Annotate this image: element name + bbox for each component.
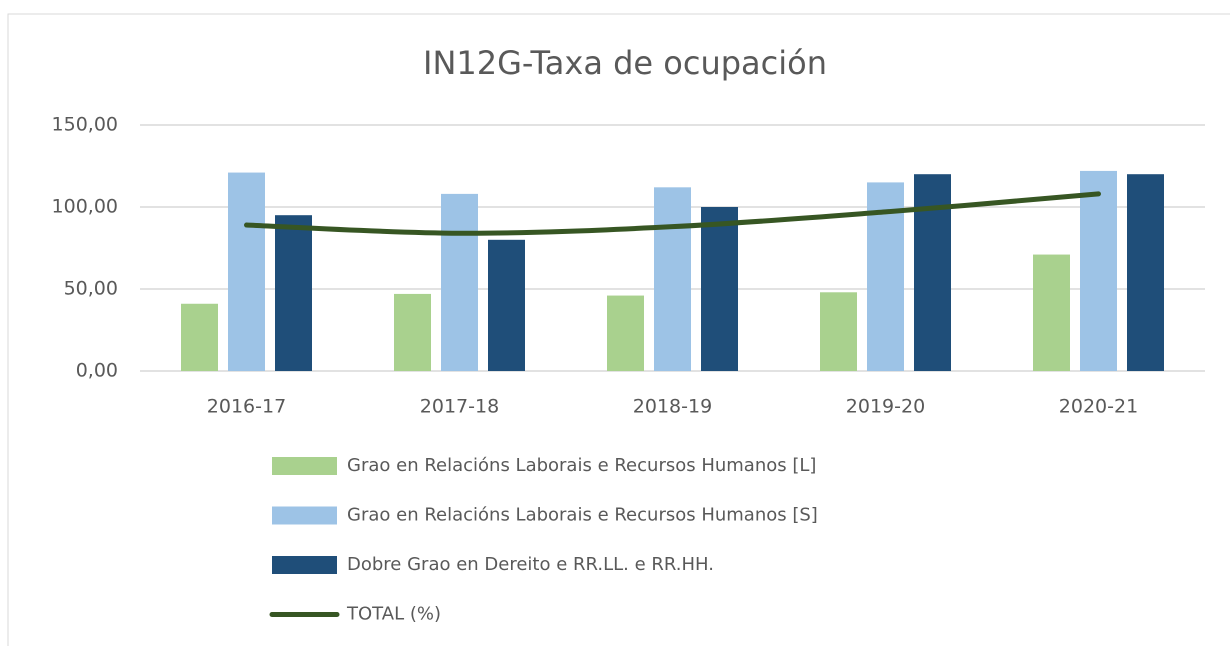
bar xyxy=(488,239,525,371)
legend-swatch xyxy=(272,556,337,574)
bar xyxy=(394,293,431,371)
bar xyxy=(1080,170,1117,371)
x-tick-label: 2018-19 xyxy=(633,396,712,418)
chart-border xyxy=(7,13,1230,646)
legend-swatch xyxy=(272,506,337,525)
bar xyxy=(914,174,951,371)
legend-label: Dobre Grao en Dereito e RR.LL. e RR.HH. xyxy=(347,554,714,575)
legend-label: Grao en Relacións Laborais e Recursos Hu… xyxy=(347,455,816,476)
x-tick-label: 2016-17 xyxy=(207,396,286,418)
legend-label: Grao en Relacións Laborais e Recursos Hu… xyxy=(347,505,818,526)
y-tick-label: 100,00 xyxy=(52,196,118,218)
y-tick-label: 150,00 xyxy=(52,114,118,136)
x-tick-label: 2020-21 xyxy=(1059,396,1138,418)
bar xyxy=(654,187,691,371)
bar xyxy=(607,295,644,371)
bar xyxy=(228,172,265,371)
chart-title: IN12G-Taxa de ocupación xyxy=(423,44,827,82)
bar xyxy=(1127,174,1164,371)
y-tick-label: 0,00 xyxy=(76,360,118,382)
bar xyxy=(441,193,478,371)
bar xyxy=(1033,254,1070,371)
legend-label: TOTAL (%) xyxy=(346,604,441,625)
bar xyxy=(701,207,738,371)
y-tick-label: 50,00 xyxy=(64,278,118,300)
x-tick-label: 2017-18 xyxy=(420,396,499,418)
x-tick-label: 2019-20 xyxy=(846,396,925,418)
line xyxy=(244,191,1101,236)
legend-swatch xyxy=(272,457,337,475)
bar xyxy=(820,292,857,371)
bar xyxy=(275,215,312,371)
bar xyxy=(181,303,218,371)
